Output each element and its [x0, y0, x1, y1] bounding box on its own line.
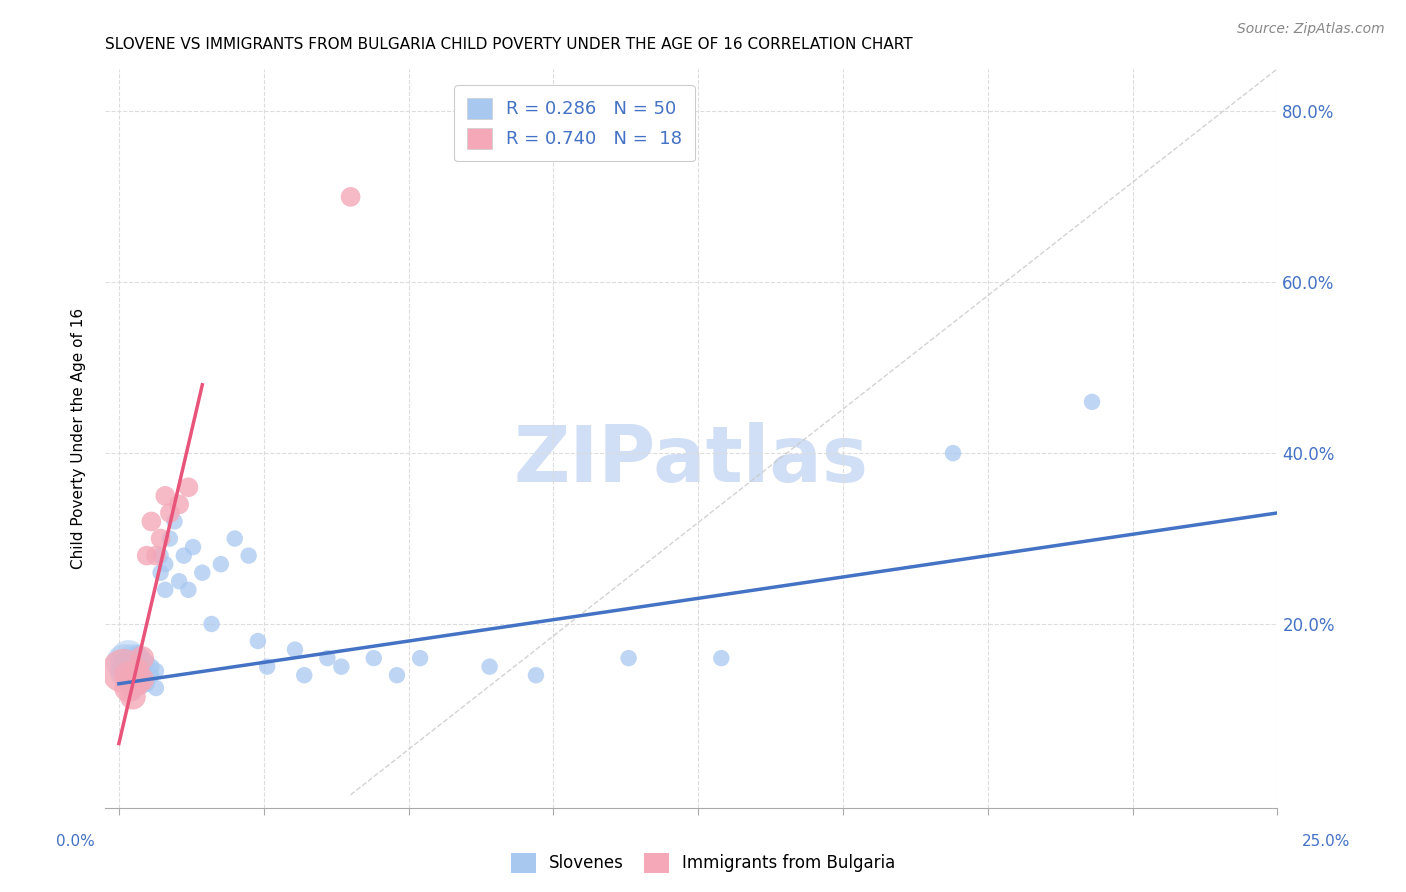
Point [167, 574, 190, 589]
Point [127, 673, 149, 687]
Point [112, 656, 135, 670]
Point [163, 515, 186, 529]
Point [117, 677, 139, 691]
Point [117, 651, 139, 665]
Point [181, 540, 204, 554]
Point [127, 661, 149, 675]
Point [117, 668, 139, 682]
Point [524, 668, 547, 682]
Point [141, 668, 163, 682]
Text: ZIPatlas: ZIPatlas [513, 422, 869, 499]
Point [141, 659, 163, 673]
Point [209, 557, 232, 571]
Point [131, 678, 153, 692]
Point [330, 659, 353, 673]
Point [117, 681, 139, 695]
Y-axis label: Child Poverty Under the Age of 16: Child Poverty Under the Age of 16 [72, 308, 86, 569]
Point [224, 532, 246, 546]
Point [177, 582, 200, 597]
Text: Source: ZipAtlas.com: Source: ZipAtlas.com [1237, 22, 1385, 37]
Point [149, 549, 172, 563]
Point [131, 651, 153, 665]
Point [385, 668, 408, 682]
Point [127, 677, 149, 691]
Point [117, 664, 139, 678]
Point [363, 651, 385, 665]
Point [127, 647, 149, 661]
Point [135, 549, 157, 563]
Point [478, 659, 501, 673]
Point [173, 549, 195, 563]
Point [284, 642, 307, 657]
Point [121, 690, 143, 704]
Text: 25.0%: 25.0% [1302, 834, 1350, 849]
Point [159, 506, 181, 520]
Point [121, 656, 143, 670]
Point [339, 190, 361, 204]
Point [112, 664, 135, 678]
Point [155, 489, 177, 503]
Point [256, 659, 278, 673]
Point [141, 515, 163, 529]
Point [409, 651, 432, 665]
Point [159, 532, 181, 546]
Legend: Slovenes, Immigrants from Bulgaria: Slovenes, Immigrants from Bulgaria [503, 847, 903, 880]
Point [155, 557, 177, 571]
Point [121, 673, 143, 687]
Point [167, 497, 190, 511]
Point [145, 549, 167, 563]
Point [135, 677, 157, 691]
Point [149, 566, 172, 580]
Point [112, 656, 135, 670]
Point [121, 685, 143, 699]
Point [121, 668, 143, 682]
Point [145, 681, 167, 695]
Point [191, 566, 214, 580]
Point [316, 651, 339, 665]
Point [145, 664, 167, 678]
Text: SLOVENE VS IMMIGRANTS FROM BULGARIA CHILD POVERTY UNDER THE AGE OF 16 CORRELATIO: SLOVENE VS IMMIGRANTS FROM BULGARIA CHIL… [105, 37, 912, 53]
Point [121, 656, 143, 670]
Point [177, 480, 200, 494]
Point [617, 651, 640, 665]
Point [292, 668, 315, 682]
Point [131, 664, 153, 678]
Point [1081, 395, 1104, 409]
Point [117, 651, 139, 665]
Text: 0.0%: 0.0% [56, 834, 96, 849]
Point [117, 664, 139, 678]
Point [710, 651, 733, 665]
Point [200, 617, 222, 632]
Point [246, 634, 269, 648]
Point [238, 549, 260, 563]
Point [131, 651, 153, 665]
Point [149, 532, 172, 546]
Legend: R = 0.286   N = 50, R = 0.740   N =  18: R = 0.286 N = 50, R = 0.740 N = 18 [454, 85, 695, 161]
Point [127, 664, 149, 678]
Point [131, 673, 153, 687]
Point [942, 446, 965, 460]
Point [112, 664, 135, 678]
Point [135, 656, 157, 670]
Point [155, 582, 177, 597]
